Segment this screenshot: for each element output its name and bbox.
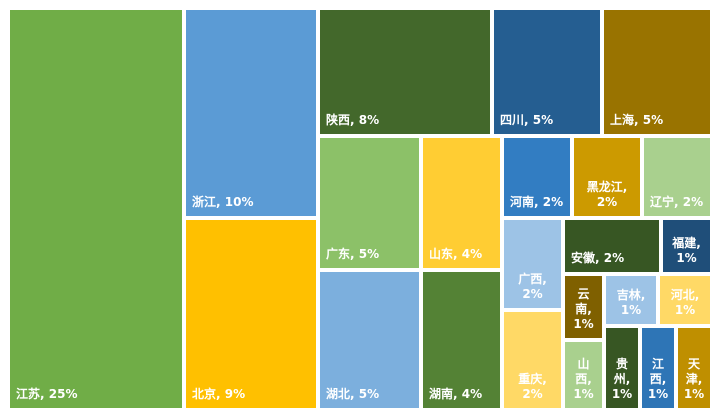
- treemap-tile-label: 吉林, 1%: [609, 288, 653, 318]
- treemap-tile: 安徽, 2%: [563, 218, 661, 274]
- treemap-tile: 河北, 1%: [658, 274, 712, 326]
- treemap-tile: 广西, 2%: [502, 218, 563, 310]
- treemap-tile: 江西, 1%: [640, 326, 676, 410]
- treemap-tile-label: 天津, 1%: [680, 357, 708, 402]
- treemap-tile-label: 河北, 1%: [663, 288, 707, 318]
- tile-value: 8%: [358, 113, 380, 127]
- treemap-tile: 福建, 1%: [661, 218, 712, 274]
- tile-value: 5%: [358, 247, 380, 261]
- tile-name: 天津,: [685, 357, 703, 386]
- treemap-tile: 吉林, 1%: [604, 274, 658, 326]
- tile-value: 1%: [676, 251, 697, 265]
- tile-name: 安徽: [571, 251, 596, 265]
- tile-name: 湖南: [429, 387, 454, 401]
- treemap-tile-label: 山西, 1%: [567, 357, 600, 402]
- tile-value: 1%: [674, 303, 696, 317]
- tile-value: 2%: [542, 195, 564, 209]
- treemap-tile: 湖北, 5%: [318, 270, 421, 410]
- tile-value: 4%: [461, 247, 483, 261]
- treemap-tile-label: 江苏, 25%: [16, 387, 78, 401]
- treemap-tile: 浙江, 10%: [184, 8, 318, 218]
- tile-name: 湖北: [326, 387, 351, 401]
- tile-name: 贵州,: [613, 357, 631, 386]
- treemap-tile: 云南, 1%: [563, 274, 604, 340]
- treemap-tile-label: 广西, 2%: [507, 272, 558, 302]
- treemap-tile: 黑龙江, 2%: [572, 136, 642, 218]
- tile-value: 10%: [224, 195, 254, 209]
- tile-value: 1%: [611, 387, 633, 401]
- tile-value: 5%: [642, 113, 664, 127]
- tile-value: 25%: [48, 387, 78, 401]
- tile-name: 河北,: [670, 288, 700, 302]
- treemap-tile-label: 贵州, 1%: [608, 357, 636, 402]
- treemap-tile-label: 河南, 2%: [510, 195, 564, 209]
- tile-name: 山东: [429, 247, 454, 261]
- treemap-tile-label: 山东, 4%: [429, 247, 483, 261]
- tile-name: 陕西: [326, 113, 351, 127]
- treemap-tile: 陕西, 8%: [318, 8, 492, 136]
- tile-name: 云南,: [575, 287, 592, 316]
- tile-name: 福建,: [672, 236, 701, 250]
- tile-value: 5%: [358, 387, 380, 401]
- tile-value: 5%: [532, 113, 554, 127]
- treemap-tile: 辽宁, 2%: [642, 136, 712, 218]
- tile-value: 9%: [224, 387, 246, 401]
- tile-value: 2%: [522, 287, 543, 301]
- tile-value: 2%: [522, 387, 543, 401]
- tile-name: 重庆,: [518, 372, 547, 386]
- tile-value: 2%: [596, 195, 618, 209]
- tile-name: 河南: [510, 195, 535, 209]
- tile-value: 1%: [620, 303, 642, 317]
- treemap-tile-label: 广东, 5%: [326, 247, 380, 261]
- tile-value: 2%: [603, 251, 625, 265]
- treemap-tile-label: 陕西, 8%: [326, 113, 380, 127]
- treemap-tile-label: 上海, 5%: [610, 113, 664, 127]
- tile-value: 1%: [573, 317, 594, 331]
- tile-name: 江西,: [649, 357, 667, 386]
- treemap-tile-label: 江西, 1%: [644, 357, 672, 402]
- treemap-tile: 四川, 5%: [492, 8, 602, 136]
- tile-name: 上海: [610, 113, 635, 127]
- treemap-tile-label: 湖北, 5%: [326, 387, 380, 401]
- tile-name: 吉林,: [616, 288, 646, 302]
- treemap-tile: 北京, 9%: [184, 218, 318, 410]
- tile-value: 4%: [461, 387, 483, 401]
- tile-name: 广东: [326, 247, 351, 261]
- treemap-tile-label: 北京, 9%: [192, 387, 246, 401]
- treemap-tile: 重庆, 2%: [502, 310, 563, 410]
- tile-name: 江苏: [16, 387, 41, 401]
- treemap-tile: 广东, 5%: [318, 136, 421, 270]
- tile-name: 四川: [500, 113, 525, 127]
- tile-value: 1%: [573, 387, 594, 401]
- tile-name: 山西,: [575, 357, 592, 386]
- treemap-tile-label: 湖南, 4%: [429, 387, 483, 401]
- treemap-tile: 天津, 1%: [676, 326, 712, 410]
- treemap-tile: 河南, 2%: [502, 136, 572, 218]
- treemap-tile-label: 浙江, 10%: [192, 195, 254, 209]
- treemap-tile-label: 四川, 5%: [500, 113, 554, 127]
- treemap-tile: 山西, 1%: [563, 340, 604, 410]
- tile-name: 浙江: [192, 195, 217, 209]
- treemap-tile-label: 福建, 1%: [666, 236, 707, 266]
- treemap-tile-label: 辽宁, 2%: [650, 195, 704, 209]
- treemap-tile: 山东, 4%: [421, 136, 502, 270]
- treemap-tile-label: 黑龙江, 2%: [577, 180, 637, 210]
- treemap-tile-label: 云南, 1%: [567, 287, 600, 332]
- tile-value: 2%: [682, 195, 704, 209]
- treemap-tile-label: 重庆, 2%: [507, 372, 558, 402]
- tile-name: 北京: [192, 387, 217, 401]
- tile-value: 1%: [647, 387, 669, 401]
- tile-name: 辽宁: [650, 195, 675, 209]
- treemap-tile: 上海, 5%: [602, 8, 712, 136]
- treemap-tile: 江苏, 25%: [8, 8, 184, 410]
- tile-value: 1%: [683, 387, 705, 401]
- tile-name: 黑龙江,: [586, 180, 628, 194]
- tile-name: 广西,: [518, 272, 547, 286]
- treemap-tile: 贵州, 1%: [604, 326, 640, 410]
- treemap-tile-label: 安徽, 2%: [571, 251, 625, 265]
- treemap-tile: 湖南, 4%: [421, 270, 502, 410]
